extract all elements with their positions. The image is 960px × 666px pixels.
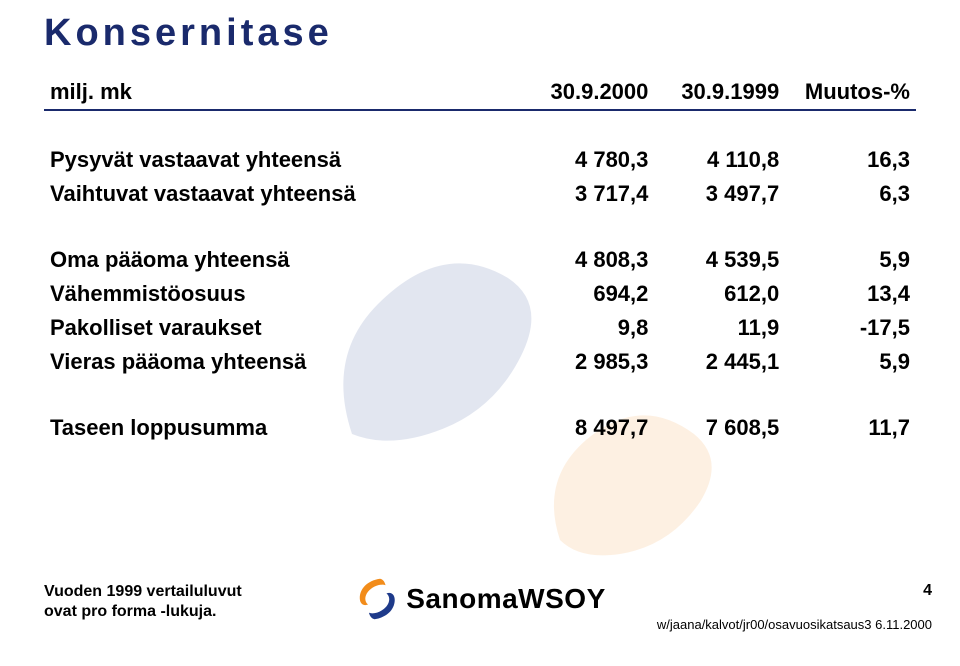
col-header-b: 30.9.1999 xyxy=(654,75,785,110)
table-row: Vieras pääoma yhteensä 2 985,3 2 445,1 5… xyxy=(44,345,916,379)
logo-text: SanomaWSOY xyxy=(406,583,605,615)
footnote: Vuoden 1999 vertailuluvut ovat pro forma… xyxy=(44,582,242,622)
logo: SanomaWSOY xyxy=(354,576,605,622)
table-row: Vaihtuvat vastaavat yhteensä 3 717,4 3 4… xyxy=(44,177,916,211)
footnote-line-1: Vuoden 1999 vertailuluvut xyxy=(44,582,242,602)
logo-icon xyxy=(354,576,400,622)
col-header-a: 30.9.2000 xyxy=(515,75,655,110)
col-header-c: Muutos-% xyxy=(785,75,916,110)
file-path: w/jaana/kalvot/jr00/osavuosikatsaus3 6.1… xyxy=(657,617,932,632)
page-number: 4 xyxy=(923,582,932,600)
table-row: Vähemmistöosuus 694,2 612,0 13,4 xyxy=(44,277,916,311)
table-row: Pysyvät vastaavat yhteensä 4 780,3 4 110… xyxy=(44,143,916,177)
balance-table: milj. mk 30.9.2000 30.9.1999 Muutos-% Py… xyxy=(44,75,916,445)
table-header-row: milj. mk 30.9.2000 30.9.1999 Muutos-% xyxy=(44,75,916,110)
page-title: Konsernitase xyxy=(44,12,916,55)
col-header-label: milj. mk xyxy=(44,75,515,110)
table-row: Taseen loppusumma 8 497,7 7 608,5 11,7 xyxy=(44,411,916,445)
footnote-line-2: ovat pro forma -lukuja. xyxy=(44,602,242,622)
table-row: Pakolliset varaukset 9,8 11,9 -17,5 xyxy=(44,311,916,345)
table-row: Oma pääoma yhteensä 4 808,3 4 539,5 5,9 xyxy=(44,243,916,277)
